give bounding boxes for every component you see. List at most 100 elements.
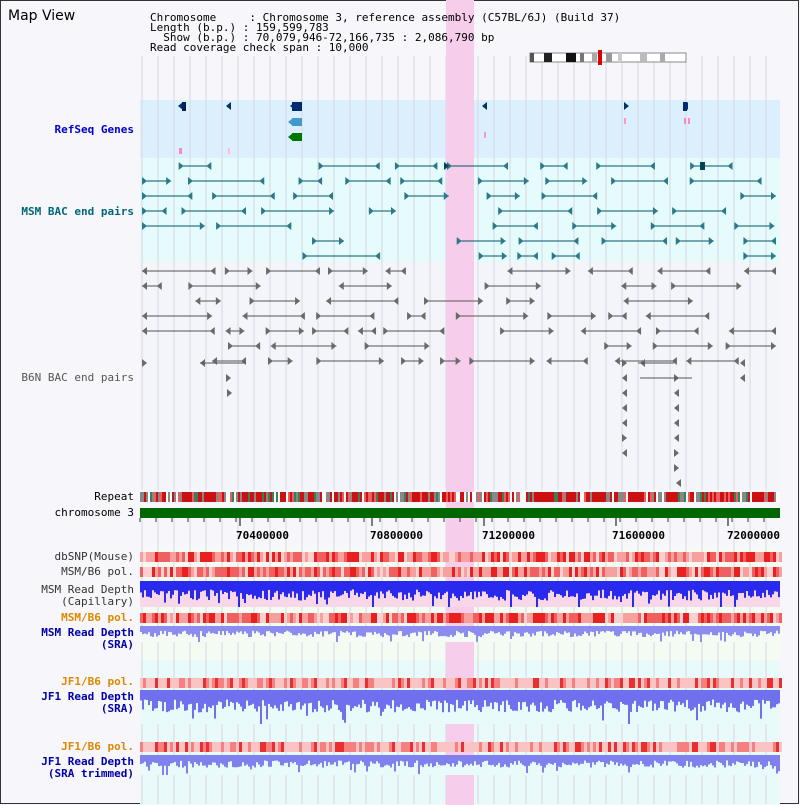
depth-bar — [238, 755, 240, 767]
depth-bar — [682, 755, 684, 768]
depth-bar — [396, 755, 398, 762]
depth-bar — [584, 690, 586, 709]
depth-bar — [178, 626, 180, 634]
polymorphism-cell — [671, 678, 674, 688]
polymorphism-cell — [707, 613, 710, 623]
depth-bar — [300, 755, 302, 766]
polymorphism-cell — [671, 613, 674, 623]
polymorphism-cell — [632, 552, 635, 562]
bac-end-marker — [547, 312, 553, 320]
depth-bar — [458, 755, 460, 761]
repeat-segment — [312, 492, 314, 502]
depth-bar — [228, 581, 230, 600]
polymorphism-cell — [605, 678, 608, 688]
polymorphism-cell — [749, 567, 752, 577]
depth-bar — [520, 755, 522, 764]
depth-bar — [612, 690, 614, 709]
depth-bar — [376, 581, 378, 593]
polymorphism-cell — [668, 567, 671, 577]
depth-bar — [260, 690, 262, 724]
polymorphism-cell — [638, 567, 641, 577]
polymorphism-cell — [758, 742, 761, 752]
depth-bar — [320, 755, 322, 763]
depth-bar — [756, 690, 758, 700]
polymorphism-cell — [662, 678, 665, 688]
polymorphism-cell — [635, 552, 638, 562]
polymorphism-cell — [194, 567, 197, 577]
depth-bar — [748, 626, 750, 634]
repeat-segment — [210, 492, 212, 502]
track-label-refseq-genes[interactable]: RefSeq Genes — [54, 123, 134, 136]
depth-bar — [732, 690, 734, 708]
gene-mark — [684, 118, 686, 124]
repeat-segment — [386, 492, 388, 502]
bac-end-marker — [590, 312, 596, 320]
depth-bar — [218, 755, 220, 768]
polymorphism-cell — [521, 552, 524, 562]
repeat-segment — [762, 492, 764, 502]
polymorphism-cell — [590, 567, 593, 577]
polymorphism-cell — [497, 567, 500, 577]
polymorphism-cell — [617, 613, 620, 623]
bac-end-marker — [312, 327, 318, 335]
depth-bar — [588, 581, 590, 594]
repeat-segment — [498, 492, 500, 502]
polymorphism-cell — [299, 613, 302, 623]
depth-bar — [172, 690, 174, 710]
polymorphism-cell — [482, 552, 485, 562]
depth-bar — [716, 755, 718, 761]
repeat-segment — [518, 492, 520, 502]
depth-bar — [548, 690, 550, 712]
polymorphism-cell — [161, 678, 164, 688]
polymorphism-cell — [698, 742, 701, 752]
depth-bar — [340, 581, 342, 596]
depth-bar — [356, 581, 358, 593]
polymorphism-cell — [371, 678, 374, 688]
depth-bar — [474, 755, 476, 762]
bac-end-marker — [331, 342, 337, 350]
depth-bar — [700, 755, 702, 766]
depth-bar — [598, 690, 600, 709]
repeat-segment — [270, 492, 272, 502]
depth-bar — [604, 581, 606, 598]
polymorphism-cell — [203, 552, 206, 562]
track-label-b6n-bac[interactable]: B6N BAC end pairs — [21, 371, 134, 384]
depth-bar — [726, 581, 728, 596]
polymorphism-cell — [422, 613, 425, 623]
track-label-msm-bac[interactable]: MSM BAC end pairs — [21, 205, 134, 218]
polymorphism-cell — [626, 613, 629, 623]
polymorphism-cell — [209, 678, 212, 688]
depth-bar — [270, 690, 272, 707]
polymorphism-cell — [659, 567, 662, 577]
depth-bar — [658, 626, 660, 634]
depth-bar — [750, 581, 752, 598]
depth-bar — [768, 581, 770, 595]
polymorphism-cell — [560, 552, 563, 562]
polymorphism-cell — [257, 742, 260, 752]
depth-bar — [346, 581, 348, 593]
depth-bar — [562, 626, 564, 635]
depth-bar — [600, 626, 602, 632]
polymorphism-cell — [485, 742, 488, 752]
repeat-segment — [616, 492, 618, 502]
repeat-segment — [348, 492, 350, 502]
depth-bar — [756, 755, 758, 767]
repeat-segment — [730, 492, 732, 502]
depth-bar — [736, 581, 738, 600]
depth-bar — [478, 581, 480, 592]
depth-bar — [328, 581, 330, 598]
depth-bar — [524, 690, 526, 702]
polymorphism-cell — [506, 678, 509, 688]
depth-bar — [626, 581, 628, 599]
bac-end-marker — [270, 342, 276, 350]
polymorphism-cell — [251, 613, 254, 623]
polymorphism-cell — [539, 742, 542, 752]
depth-bar — [460, 581, 462, 597]
polymorphism-cell — [179, 552, 182, 562]
bac-end-marker — [316, 312, 322, 320]
repeat-segment — [194, 492, 196, 502]
polymorphism-cell — [179, 613, 182, 623]
depth-bar — [428, 690, 430, 702]
polymorphism-cell — [539, 552, 542, 562]
